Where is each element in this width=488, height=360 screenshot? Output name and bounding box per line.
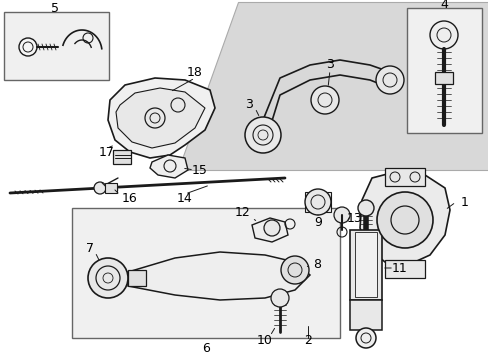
Bar xyxy=(4,12,109,80)
Text: 2: 2 xyxy=(304,333,311,346)
Bar xyxy=(72,208,339,338)
Circle shape xyxy=(281,256,308,284)
Text: 4: 4 xyxy=(439,0,447,12)
Circle shape xyxy=(270,289,288,307)
Text: 13: 13 xyxy=(346,211,362,225)
Text: 5: 5 xyxy=(51,1,59,14)
Circle shape xyxy=(94,182,106,194)
Bar xyxy=(349,230,381,300)
Circle shape xyxy=(19,38,37,56)
Polygon shape xyxy=(359,172,449,265)
Text: 17: 17 xyxy=(99,147,115,159)
Text: 3: 3 xyxy=(244,99,252,112)
Text: 7: 7 xyxy=(86,242,94,255)
Text: 11: 11 xyxy=(391,261,407,274)
Polygon shape xyxy=(116,88,204,148)
Circle shape xyxy=(264,220,280,236)
Circle shape xyxy=(88,258,128,298)
Text: 9: 9 xyxy=(313,216,321,230)
Text: 18: 18 xyxy=(187,66,203,78)
Text: 1: 1 xyxy=(460,195,468,208)
Text: 8: 8 xyxy=(312,258,320,271)
Text: 10: 10 xyxy=(257,333,272,346)
Text: 14: 14 xyxy=(177,192,192,204)
Bar xyxy=(128,270,146,286)
Bar xyxy=(406,8,481,133)
Polygon shape xyxy=(128,252,309,300)
Bar xyxy=(305,192,330,212)
Bar xyxy=(384,260,424,278)
Circle shape xyxy=(244,117,281,153)
Bar xyxy=(354,232,376,297)
Bar xyxy=(434,72,452,84)
Text: 12: 12 xyxy=(235,207,250,220)
Text: 16: 16 xyxy=(122,192,138,204)
Circle shape xyxy=(375,66,403,94)
Circle shape xyxy=(376,192,432,248)
Text: 15: 15 xyxy=(192,163,207,176)
Circle shape xyxy=(333,207,349,223)
Bar xyxy=(349,300,381,330)
Polygon shape xyxy=(150,155,187,178)
Bar xyxy=(384,168,424,186)
Bar xyxy=(105,183,117,193)
Text: 6: 6 xyxy=(202,342,209,355)
Circle shape xyxy=(355,328,375,348)
Circle shape xyxy=(429,21,457,49)
Bar xyxy=(113,150,131,164)
Circle shape xyxy=(305,189,330,215)
Text: 3: 3 xyxy=(325,58,333,72)
Polygon shape xyxy=(108,78,215,158)
Polygon shape xyxy=(178,2,488,170)
Polygon shape xyxy=(251,218,287,242)
Circle shape xyxy=(357,200,373,216)
Circle shape xyxy=(310,86,338,114)
